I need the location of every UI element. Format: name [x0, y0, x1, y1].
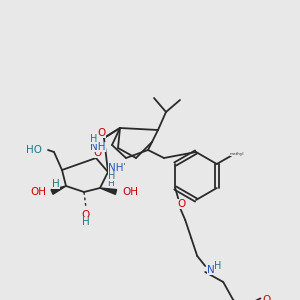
- Text: H: H: [52, 179, 60, 189]
- Text: O: O: [262, 295, 270, 300]
- Text: N: N: [207, 265, 215, 275]
- Text: NH: NH: [90, 142, 106, 152]
- Text: H: H: [106, 178, 113, 188]
- Polygon shape: [51, 186, 66, 194]
- Text: H: H: [108, 171, 116, 181]
- Text: methyl: methyl: [230, 152, 244, 156]
- Text: O: O: [82, 210, 90, 220]
- Text: OH: OH: [30, 187, 46, 197]
- Polygon shape: [100, 188, 117, 194]
- Text: O: O: [177, 199, 185, 209]
- Text: O: O: [94, 148, 102, 158]
- Text: H: H: [214, 261, 221, 271]
- Text: O: O: [98, 128, 106, 138]
- Text: H: H: [82, 217, 90, 227]
- Text: NH: NH: [108, 163, 124, 173]
- Text: OH: OH: [122, 187, 138, 197]
- Text: HO: HO: [26, 145, 42, 155]
- Text: H: H: [90, 134, 98, 144]
